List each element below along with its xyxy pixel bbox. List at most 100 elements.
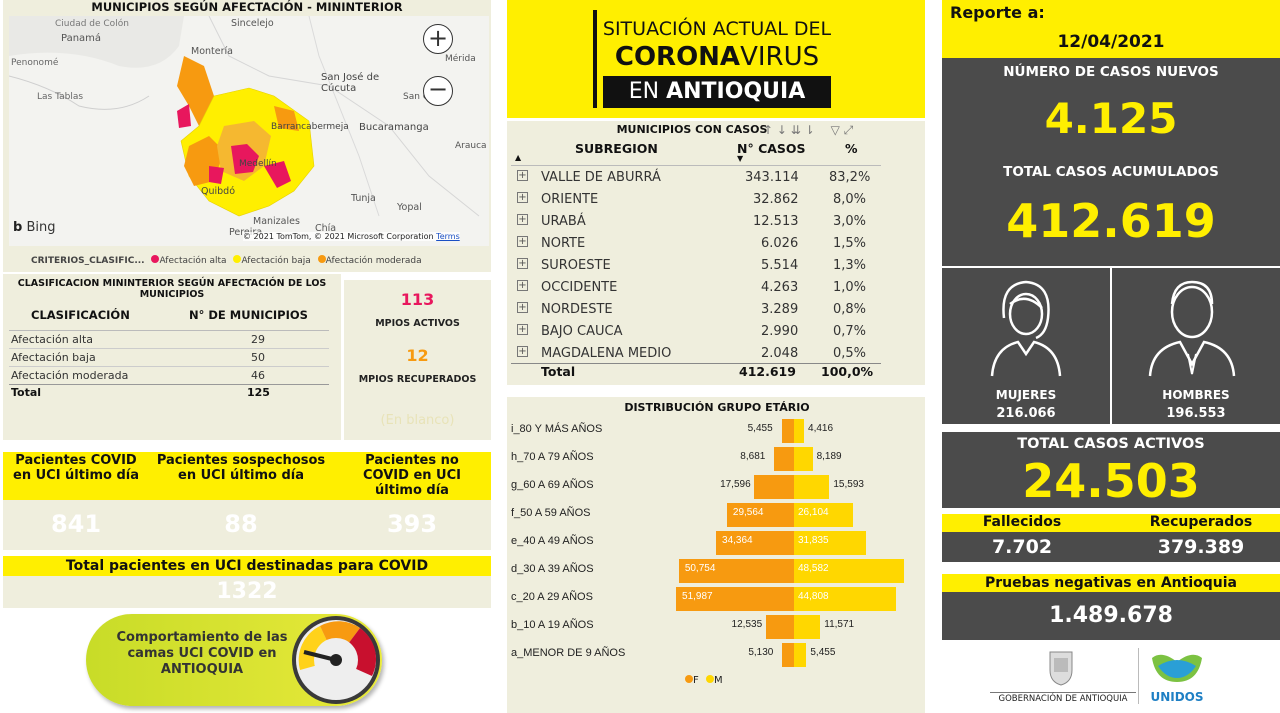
age-row: c_20 A 29 AÑOS 51,987 44,808 <box>507 585 925 613</box>
report-label: Reporte a: <box>950 3 1045 22</box>
table-row[interactable]: + OCCIDENTE 4.263 1,0% <box>517 280 867 295</box>
mpios-active-label: MPIOS ACTIVOS <box>375 318 460 329</box>
uci-total-label: Total pacientes en UCI destinadas para C… <box>3 556 491 576</box>
bar-male[interactable] <box>794 643 807 667</box>
sort-up-icon[interactable]: ↑ <box>763 123 774 137</box>
legend-item: Afectación alta <box>159 256 227 266</box>
acc-cases-label: TOTAL CASOS ACUMULADOS <box>1003 164 1219 180</box>
col-percent[interactable]: % <box>845 141 858 156</box>
table-row[interactable]: + BAJO CAUCA 2.990 0,7% <box>517 324 867 339</box>
bar-female[interactable] <box>754 475 794 499</box>
table-row[interactable]: + ORIENTE 32.862 8,0% <box>517 192 867 207</box>
bar-female[interactable] <box>716 531 794 555</box>
value-female: 17,596 <box>720 479 751 490</box>
expand-icon: + <box>517 346 528 357</box>
expand-icon: + <box>517 258 528 269</box>
legend-f: F <box>693 675 699 686</box>
bar-male[interactable] <box>794 475 830 499</box>
cases-panel: NÚMERO DE CASOS NUEVOS 4.125 TOTAL CASOS… <box>942 58 1280 266</box>
woman-icon <box>990 280 1062 377</box>
map-panel: MUNICIPIOS SEGÚN AFECTACIÓN - MININTERIO… <box>3 0 491 272</box>
map-place: Arauca <box>455 141 487 151</box>
bar-male[interactable] <box>794 559 905 583</box>
expand-icon: + <box>517 170 528 181</box>
new-cases-value: 4.125 <box>1044 94 1178 143</box>
table-row[interactable]: + NORDESTE 3.289 0,8% <box>517 302 867 317</box>
terms-link[interactable]: Terms <box>436 232 460 241</box>
report-header: Reporte a: 12/04/2021 <box>942 0 1280 58</box>
map-place: Las Tablas <box>37 92 84 102</box>
classification-title: CLASIFICACION MININTERIOR SEGÚN AFECTACI… <box>17 278 327 300</box>
value-male: 26,104 <box>798 507 829 518</box>
zoom-in-button[interactable]: + <box>423 24 453 54</box>
bar-male[interactable] <box>794 447 813 471</box>
banner-line3: EN ANTIOQUIA <box>603 76 831 108</box>
classification-col1: CLASIFICACIÓN <box>31 308 130 322</box>
map-place: Quibdó <box>201 186 236 197</box>
bar-male[interactable] <box>794 419 805 443</box>
gender-panel: MUJERES 216.066 HOMBRES 196.553 <box>942 268 1280 424</box>
bar-male[interactable] <box>794 615 821 639</box>
table-row[interactable]: + MAGDALENA MEDIO 2.048 0,5% <box>517 346 867 361</box>
age-legend: F M <box>685 675 723 686</box>
bar-female[interactable] <box>765 615 794 639</box>
subregion-rows: + VALLE DE ABURRÁ 343.114 83,2% + ORIENTE 32.… <box>507 167 887 367</box>
expand-all-icon[interactable]: ⇊ <box>790 123 801 137</box>
age-row: f_50 A 59 AÑOS 29,564 26,104 <box>507 501 925 529</box>
bar-female[interactable] <box>782 643 794 667</box>
sort-down-icon[interactable]: ↓ <box>776 123 787 137</box>
map-place: Chía <box>315 223 337 234</box>
focus-mode-icon[interactable]: ⤢ <box>843 123 854 137</box>
age-chart: i_80 Y MÁS AÑOS 5,455 4,416 h_70 A 79 AÑOS 8… <box>507 417 925 673</box>
classification-row: Afectación alta 29 <box>11 333 265 346</box>
table-row[interactable]: + URABÁ 12.513 3,0% <box>517 214 867 229</box>
bar-male[interactable] <box>794 531 867 555</box>
map-place: Bucaramanga <box>359 122 429 133</box>
table-row[interactable]: + NORTE 6.026 1,5% <box>517 236 867 251</box>
mpios-recovered-value: 12 <box>406 346 429 365</box>
uci-behaviour-button[interactable]: Comportamiento de las camas UCI COVID en… <box>86 614 382 706</box>
drill-icon[interactable]: ⇂ <box>804 123 815 137</box>
uci-total-value: 1322 <box>3 576 491 608</box>
map-place: Sincelejo <box>231 18 274 29</box>
legend-title: CRITERIOS_CLASIFIC... <box>31 256 145 266</box>
col-subregion[interactable]: SUBREGION <box>575 141 658 156</box>
legend-dot-alta <box>151 255 160 263</box>
map-canvas[interactable]: Ciudad de Colón Panamá Penonomé Las Tabl… <box>9 16 489 246</box>
table-row[interactable]: + SUROESTE 5.514 1,3% <box>517 258 867 273</box>
bar-male[interactable] <box>794 503 854 527</box>
map-place: Manizales <box>253 216 300 227</box>
map-place: Tunja <box>351 193 376 204</box>
map-place: Barrancabermeja <box>271 122 349 132</box>
value-male: 48,582 <box>798 563 829 574</box>
filter-icon[interactable]: ▽ <box>830 123 840 137</box>
table-row[interactable]: + VALLE DE ABURRÁ 343.114 83,2% <box>517 170 871 185</box>
bar-male[interactable] <box>794 587 896 611</box>
map-place: San Cri <box>403 92 436 102</box>
bar-female[interactable] <box>678 559 794 583</box>
man-icon <box>1148 280 1236 377</box>
bar-female[interactable] <box>726 503 794 527</box>
recovered-value: 379.389 <box>1157 536 1245 558</box>
bar-female[interactable] <box>781 419 794 443</box>
map-place: Ciudad de Colón <box>55 19 129 29</box>
zoom-out-button[interactable]: − <box>423 76 453 106</box>
map-place: Panamá <box>61 33 102 44</box>
age-label: c_20 A 29 AÑOS <box>511 591 593 603</box>
expand-icon: + <box>517 302 528 313</box>
value-female: 12,535 <box>731 619 763 630</box>
value-female: 34,364 <box>722 535 753 546</box>
uci-covid-value: 841 <box>50 510 102 538</box>
age-label: g_60 A 69 AÑOS <box>511 479 594 491</box>
legend-m-dot <box>705 675 714 683</box>
classification-panel: CLASIFICACION MININTERIOR SEGÚN AFECTACI… <box>3 274 341 440</box>
bar-female[interactable] <box>774 447 794 471</box>
col-cases[interactable]: N° CASOS <box>737 141 806 156</box>
tests-label: Pruebas negativas en Antioquia <box>942 574 1280 592</box>
age-row: b_10 A 19 AÑOS 12,535 11,571 <box>507 613 925 641</box>
age-label: h_70 A 79 AÑOS <box>511 451 594 463</box>
bar-female[interactable] <box>676 587 794 611</box>
value-male: 44,808 <box>798 591 829 602</box>
classification-row: Afectación moderada 46 <box>11 369 265 382</box>
outcomes-header: Fallecidos Recuperados <box>942 514 1280 532</box>
